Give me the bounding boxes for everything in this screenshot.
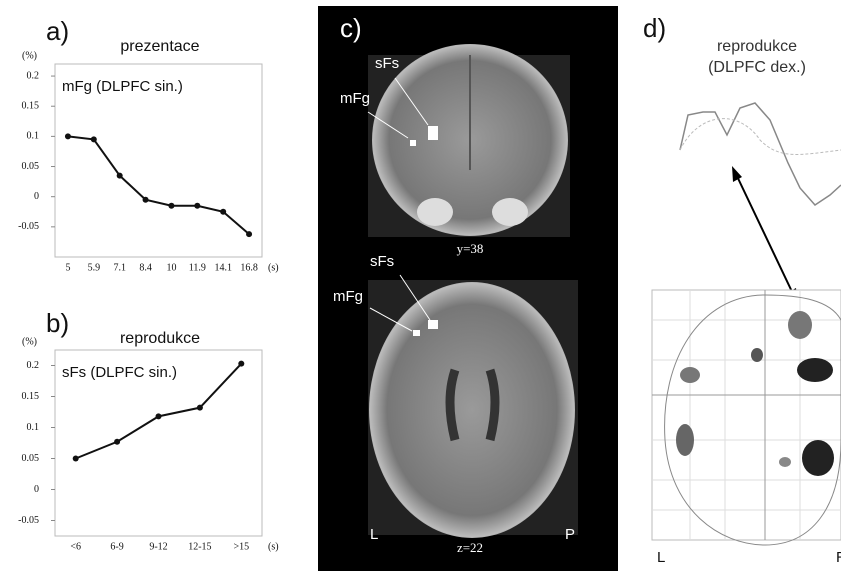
y-unit: (%) — [22, 50, 37, 61]
activation-blob — [779, 457, 791, 467]
x-tick-label: 5.9 — [88, 262, 101, 273]
panel-label: d) — [643, 13, 666, 43]
activation — [413, 330, 420, 336]
side-label: L — [370, 526, 378, 543]
x-tick-label: >15 — [233, 541, 249, 552]
point — [220, 208, 227, 215]
panel-label: b) — [46, 308, 69, 338]
y-tick-label: 0 — [34, 191, 39, 202]
chart-title: prezentace — [120, 38, 199, 55]
y-tick-label: 0.05 — [22, 161, 40, 172]
point — [114, 438, 121, 445]
y-tick-label: 0.2 — [27, 360, 40, 371]
activation-blob — [788, 311, 812, 339]
pointer — [399, 274, 431, 321]
activation-blob — [751, 348, 763, 362]
subtitle: (DLPFC dex.) — [708, 59, 806, 76]
plot-frame — [54, 349, 263, 537]
model-curve — [679, 118, 841, 155]
point — [196, 404, 203, 411]
pointer — [394, 77, 429, 126]
point — [246, 231, 253, 238]
activation — [428, 126, 438, 140]
activation-blob — [797, 358, 833, 382]
side-label: R — [836, 549, 841, 566]
x-tick-label: 16.8 — [240, 262, 258, 273]
x-tick-label: 12-15 — [188, 541, 211, 552]
x-tick-label: 10 — [166, 262, 176, 273]
x-tick-label: 11.9 — [189, 262, 206, 273]
y-tick-label: 0.05 — [22, 453, 40, 464]
point — [90, 136, 97, 143]
region-label: sFs — [375, 55, 399, 72]
annotation: mFg (DLPFC sin.) — [62, 78, 183, 95]
x-tick-label: 8.4 — [139, 262, 152, 273]
activation-blob — [680, 367, 700, 383]
response-curve — [679, 102, 841, 206]
activation — [428, 320, 438, 329]
point — [194, 202, 201, 209]
side-label: P — [565, 526, 575, 543]
region-label: mFg — [340, 90, 370, 107]
point — [155, 413, 162, 420]
y-tick-label: 0 — [34, 484, 39, 495]
plot-frame — [54, 63, 263, 258]
slice-label: z=22 — [457, 540, 483, 555]
y-tick-label: -0.05 — [18, 221, 39, 232]
y-tick-label: -0.05 — [18, 515, 39, 526]
x-tick-label: <6 — [70, 541, 81, 552]
y-tick-label: 0.1 — [27, 422, 40, 433]
y-tick-label: 0.1 — [27, 131, 40, 142]
panel-label: a) — [46, 16, 69, 46]
pointer — [369, 307, 413, 332]
annotation: sFs (DLPFC sin.) — [62, 364, 177, 381]
y-tick-label: 0.15 — [22, 101, 40, 112]
y-tick-label: 0.2 — [27, 70, 40, 81]
x-tick-label: 6-9 — [110, 541, 123, 552]
region-label: sFs — [370, 253, 394, 270]
x-tick-label: 9-12 — [149, 541, 167, 552]
orbit — [492, 198, 528, 226]
region-label: mFg — [333, 288, 363, 305]
x-tick-label: 7.1 — [113, 262, 126, 273]
pointer — [367, 111, 409, 139]
title: reprodukce — [717, 38, 797, 55]
point — [168, 202, 175, 209]
ventricles — [445, 368, 500, 442]
brain-outline — [664, 294, 841, 546]
point — [116, 172, 123, 179]
activation — [410, 140, 416, 146]
orbit — [417, 198, 453, 226]
x-tick-label: 5 — [65, 262, 70, 273]
x-tick-label: 14.1 — [214, 262, 232, 273]
x-unit: (s) — [268, 262, 279, 273]
glass-brain-frame — [651, 289, 841, 541]
side-label: L — [657, 549, 665, 566]
point — [238, 360, 245, 367]
panel-label: c) — [340, 13, 362, 43]
y-tick-label: 0.15 — [22, 391, 40, 402]
slice-label: y=38 — [457, 241, 484, 256]
line — [67, 135, 250, 235]
chart-title: reprodukce — [120, 330, 200, 347]
arrow — [734, 171, 796, 299]
activation-blob — [802, 440, 834, 476]
point — [64, 133, 71, 140]
point — [72, 455, 79, 462]
axial-slice — [369, 282, 575, 538]
x-unit: (s) — [268, 541, 279, 552]
y-unit: (%) — [22, 336, 37, 347]
activation-blob — [676, 424, 694, 456]
point — [142, 196, 149, 203]
arrow-head — [732, 166, 742, 182]
